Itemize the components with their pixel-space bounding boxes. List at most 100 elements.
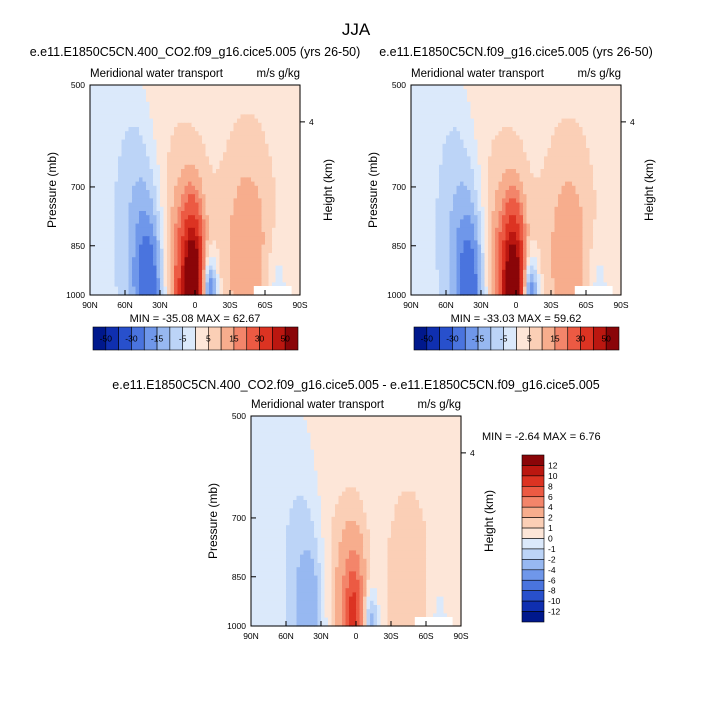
heatmap-cell [107,227,112,233]
heatmap-cell [244,106,249,111]
heatmap-cell [247,286,252,292]
heatmap-cell [296,152,301,157]
heatmap-cell [219,177,224,183]
heatmap-cell [617,156,622,162]
heatmap-cell [240,223,245,229]
heatmap-cell [453,211,458,216]
heatmap-cell [226,127,231,132]
heatmap-cell [551,110,556,115]
heatmap-cell [551,206,556,212]
heatmap-cell [296,253,301,258]
y-axis-label: Pressure (mb) [45,152,59,228]
heatmap-cell [474,198,479,204]
heatmap-cell [558,206,563,212]
heatmap-cell [149,223,154,229]
heatmap-cell [142,97,147,103]
heatmap-cell [449,215,454,220]
heatmap-cell [275,93,280,99]
heatmap-cell [265,177,270,183]
heatmap-cell [212,185,217,191]
heatmap-cell [216,106,221,111]
heatmap-cell [121,93,126,99]
heatmap-cell [111,177,116,183]
heatmap-cell [575,173,580,178]
heatmap-cell [247,122,252,128]
heatmap-cell [418,101,423,107]
heatmap-cell [265,265,270,271]
heatmap-cell [614,152,619,157]
heatmap-cell [202,139,207,145]
heatmap-cell [509,152,514,157]
heatmap-cell [146,122,151,128]
heatmap-cell [216,93,221,99]
heatmap-cell [265,185,270,191]
heatmap-cell [279,93,284,99]
heatmap-cell [261,135,266,141]
heatmap-cell [453,110,458,115]
heatmap-cell [188,89,193,94]
heatmap-cell [202,185,207,191]
heatmap-cell [516,122,521,128]
heatmap-cell [219,190,224,195]
heatmap-cell [139,89,144,94]
heatmap-cell [188,85,193,90]
heatmap-cell [128,160,133,166]
heatmap-cell [558,143,563,149]
heatmap-cell [484,202,489,208]
heatmap-cell [289,240,294,246]
heatmap-cell [156,143,161,149]
heatmap-cell [509,198,514,204]
heatmap-cell [258,164,263,170]
heatmap-cell [512,173,517,178]
heatmap-cell [293,194,298,199]
heatmap-cell [184,194,189,199]
heatmap-cell [512,114,517,120]
heatmap-cell [132,114,137,120]
heatmap-cell [177,265,182,271]
heatmap-cell [512,194,517,199]
heatmap-cell [460,89,465,94]
heatmap-cell [435,127,440,132]
heatmap-cell [565,97,570,103]
heatmap-cell [460,118,465,124]
heatmap-cell [230,261,235,267]
heatmap-cell [547,93,552,99]
heatmap-cell [93,97,98,103]
heatmap-cell [421,185,426,191]
heatmap-cell [467,185,472,191]
heatmap-cell [237,257,242,262]
heatmap-cell [414,139,419,145]
heatmap-cell [533,139,538,145]
heatmap-cell [132,244,137,250]
heatmap-cell [209,118,214,124]
heatmap-cell [216,97,221,103]
heatmap-cell [135,160,140,166]
heatmap-cell [293,143,298,149]
heatmap-cell [523,85,528,90]
heatmap-cell [139,227,144,233]
heatmap-cell [268,185,273,191]
heatmap-cell [607,211,612,216]
heatmap-cell [167,219,172,225]
heatmap-cell [289,227,294,233]
heatmap-cell [247,232,252,237]
heatmap-cell [435,101,440,107]
heatmap-cell [568,97,573,103]
heatmap-cell [142,269,147,275]
heatmap-cell [418,148,423,153]
heatmap-cell [509,190,514,195]
heatmap-cell [530,143,535,149]
heatmap-cell [128,139,133,145]
heatmap-cell [279,211,284,216]
heatmap-cell [502,122,507,128]
heatmap-cell [296,202,301,208]
heatmap-cell [495,148,500,153]
heatmap-cell [132,122,137,128]
heatmap-cell [104,89,109,94]
heatmap-cell [188,122,193,128]
heatmap-cell [554,152,559,157]
heatmap-cell [554,97,559,103]
heatmap-cell [205,232,210,237]
heatmap-cell [233,194,238,199]
heatmap-cell [114,181,119,187]
